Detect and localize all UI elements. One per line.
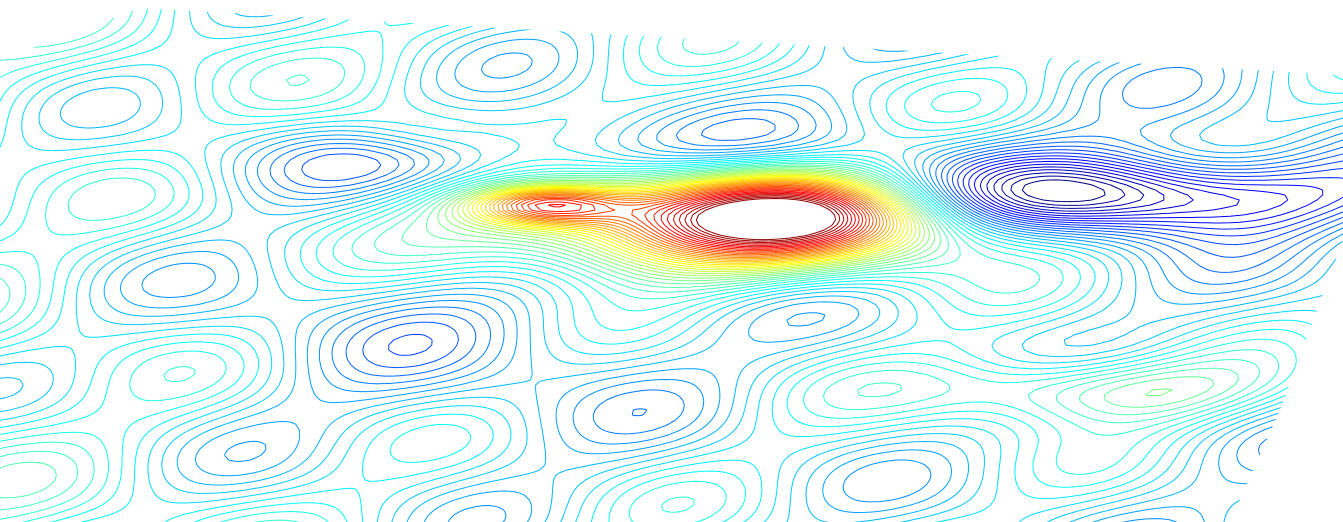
contour-group — [0, 0, 1343, 522]
contour-line — [987, 167, 1194, 214]
contour-line — [0, 0, 1343, 522]
contour-line — [0, 0, 1343, 522]
contour-line — [0, 0, 1343, 522]
contour-line — [142, 0, 1343, 522]
page: (() => { const data = JSON.parse(documen… — [0, 0, 1343, 522]
contour-line — [696, 199, 835, 240]
contour-line — [1022, 180, 1105, 202]
contour-line — [0, 0, 1343, 522]
contour-line — [0, 0, 1279, 522]
contour-view — [0, 0, 1343, 522]
contour-line — [0, 0, 1343, 522]
contour-line — [974, 161, 1288, 218]
contour-line — [121, 0, 1343, 522]
